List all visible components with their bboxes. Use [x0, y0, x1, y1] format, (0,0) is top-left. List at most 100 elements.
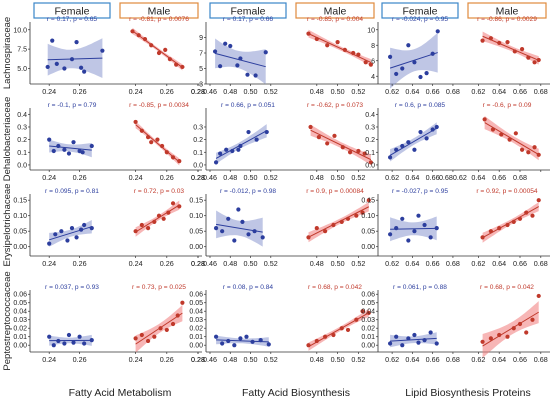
female-stat-label: r = -0.012, p = 0.98: [220, 188, 276, 195]
x-tick-label: 0.48: [310, 355, 324, 364]
x-tick-label: 0.24: [129, 259, 143, 268]
male-point: [149, 140, 154, 145]
y-tick-label: 5.0: [17, 66, 27, 73]
female-point: [238, 143, 243, 149]
female-point: [400, 66, 405, 71]
y-tick-label: 0.05: [189, 229, 203, 236]
female-point: [79, 227, 84, 232]
male-point: [164, 150, 169, 155]
y-tick-label: 0.00: [13, 343, 27, 350]
header-box-female-2: [381, 2, 459, 19]
male-point: [339, 219, 344, 224]
female-point: [246, 232, 251, 237]
male-point: [314, 226, 319, 231]
x-tick-label: 0.24: [42, 173, 56, 182]
x-tick-label: 0.62: [385, 355, 399, 364]
y-tick-label: 0.03: [361, 317, 375, 324]
header-label-male-2: Male: [496, 6, 519, 18]
female-point: [62, 341, 67, 346]
female-stat-label: r = 0.6, p = 0.085: [395, 102, 446, 109]
x-tick-label: 0.26: [160, 87, 174, 96]
x-tick-label: 0.26: [73, 173, 87, 182]
male-point: [480, 235, 485, 240]
male-point: [166, 210, 171, 215]
male-point: [536, 293, 541, 299]
x-tick-label: 0.66: [426, 259, 440, 268]
male-point: [526, 55, 531, 60]
female-point: [51, 343, 56, 348]
male-point: [325, 43, 330, 48]
x-tick-label: 0.48: [223, 355, 237, 364]
header-label-female-0: Female: [54, 6, 89, 18]
y-tick-label: 0.15: [13, 198, 27, 205]
female-point: [69, 57, 75, 62]
female-point: [400, 343, 405, 348]
male-point: [497, 332, 502, 338]
x-tick-label: 0.26: [73, 259, 87, 268]
male-fit-line: [310, 129, 372, 161]
male-point: [524, 210, 529, 215]
y-tick-label: 0.3: [365, 124, 375, 131]
female-point: [47, 137, 52, 142]
y-tick-label: 0.0: [17, 162, 27, 169]
x-tick-label: 0.24: [129, 355, 143, 364]
female-confidence-band: [47, 38, 103, 78]
male-point: [356, 52, 361, 57]
female-point: [430, 51, 435, 56]
x-tick-label: 0.28: [191, 173, 205, 182]
x-tick-label: 0.64: [405, 259, 419, 268]
male-stat-label: r = -0.85, p = 0.0034: [129, 102, 189, 109]
female-stat-label: r = 0.17, p = 0.65: [47, 16, 98, 23]
y-tick-label: 0.10: [13, 213, 27, 220]
male-point: [532, 145, 537, 150]
x-tick-label: 0.48: [310, 87, 324, 96]
female-point: [56, 143, 61, 149]
male-point: [513, 131, 518, 136]
male-point: [526, 150, 531, 155]
male-point: [345, 327, 351, 333]
x-tick-label: 0.28: [191, 259, 205, 268]
female-point: [244, 334, 249, 339]
x-tick-label: 0.28: [191, 355, 205, 364]
male-point: [530, 317, 535, 322]
y-tick-label: 0.03: [13, 317, 27, 324]
male-point: [354, 213, 359, 218]
female-stat-label: r = -0.027, p = 0.95: [392, 188, 448, 195]
male-fit-line: [482, 311, 539, 347]
column-title-2: Lipid Biosynthesis Proteins: [405, 387, 530, 399]
female-point: [82, 341, 87, 346]
x-tick-label: 0.52: [351, 259, 365, 268]
female-point: [424, 71, 429, 76]
female-point: [218, 151, 223, 156]
x-tick-label: 0.46: [203, 259, 217, 268]
male-point: [145, 226, 151, 231]
male-stat-label: r = 0.68, p = 0.042: [308, 284, 362, 291]
x-tick-label: 0.28: [191, 173, 205, 182]
x-tick-label: 0.62: [471, 87, 485, 96]
y-tick-label: 0.10: [361, 213, 375, 220]
y-tick-label: 6: [371, 58, 375, 65]
male-point: [368, 62, 373, 67]
x-tick-label: 0.66: [513, 259, 527, 268]
female-point: [394, 226, 399, 231]
female-point: [253, 73, 258, 78]
male-point: [149, 43, 154, 48]
female-point: [263, 50, 268, 55]
male-point: [133, 119, 138, 125]
male-point: [170, 155, 176, 160]
female-stat-label: r = -0.024, p = 0.95: [392, 16, 448, 23]
female-point: [71, 340, 76, 345]
x-tick-label: 0.68: [446, 87, 460, 96]
male-point: [314, 36, 319, 42]
male-point: [175, 313, 180, 318]
male-point: [511, 326, 516, 331]
x-tick-label: 0.26: [73, 355, 87, 364]
x-tick-label: 0.50: [331, 173, 345, 182]
female-point: [218, 64, 223, 69]
x-tick-label: 0.48: [223, 87, 237, 96]
x-tick-label: 0.52: [351, 355, 365, 364]
y-tick-label: 0.06: [189, 292, 203, 299]
y-tick-label: 5: [199, 66, 203, 73]
male-stat-label: r = -0.85, p = 0.004: [307, 16, 363, 23]
male-point: [517, 321, 523, 327]
